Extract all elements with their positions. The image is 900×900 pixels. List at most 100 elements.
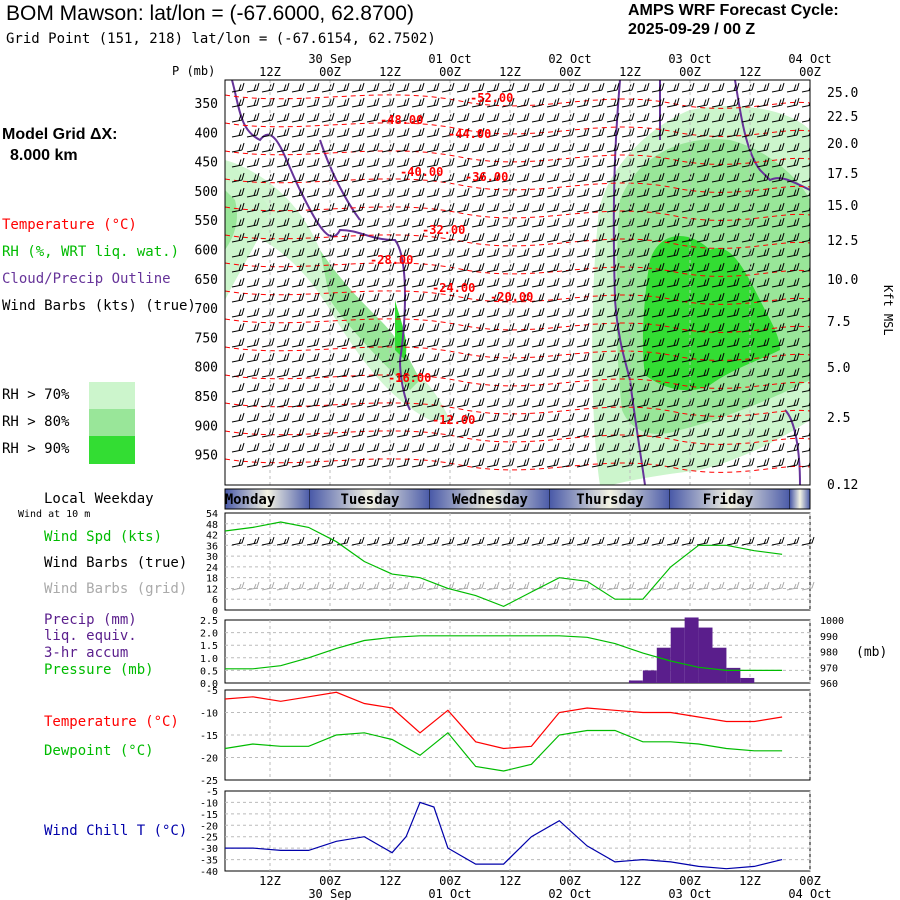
temperature-line <box>224 691 783 750</box>
wind-barb-true <box>366 536 380 546</box>
wind-speed-ytick: 18 <box>206 574 218 585</box>
wind-barb-true <box>456 536 470 546</box>
temperature-ytick: -10 <box>200 709 218 720</box>
windchill-ytick: -25 <box>200 833 218 844</box>
pressure-tick-label: 700 <box>195 302 218 317</box>
wind-barbs-true-label: Wind Barbs (true) <box>44 555 188 571</box>
wind-barb-grid <box>726 581 740 591</box>
wind-barb-grid <box>606 581 620 591</box>
wind-barb-true <box>786 536 800 546</box>
height-tick-label: 7.5 <box>827 315 850 330</box>
legend-wind: Wind Barbs (kts) (true) <box>2 298 196 314</box>
precip-ytick: 1.0 <box>200 654 218 665</box>
cloud-outline-west-upper <box>319 139 361 221</box>
legend-rh: RH (%, WRT liq. wat.) <box>2 244 180 260</box>
wind-barb-true <box>666 536 680 546</box>
isotherm-label: -36.00 <box>465 170 508 184</box>
wind-speed-ytick: 30 <box>206 552 218 563</box>
cross-section-frame <box>224 79 811 486</box>
wind-barb-true <box>531 536 545 546</box>
wind-speed-ytick: 6 <box>212 595 218 606</box>
temperature-ytick: -5 <box>206 686 218 697</box>
windchill-ytick: -20 <box>200 821 218 832</box>
wind-barb-grid <box>471 581 485 591</box>
isotherm-label: -28.00 <box>370 253 413 267</box>
wind-barb-grid <box>696 581 710 591</box>
top-date-label: 30 Sep <box>308 52 351 66</box>
precip-bar <box>684 617 699 683</box>
wind-barb-grid <box>741 581 755 591</box>
pressure-tick-label: 800 <box>195 361 218 376</box>
wind-barb-grid <box>276 581 290 591</box>
wind-barb-true <box>351 536 365 546</box>
windchill-ytick: -10 <box>200 798 218 809</box>
wind-barb-grid <box>576 581 590 591</box>
legend-rh80: RH > 80% <box>2 414 70 430</box>
wind-barb-grid <box>411 581 425 591</box>
precip-accum-label: 3-hr accum <box>44 645 129 661</box>
wind-barb-grid <box>336 581 350 591</box>
precip-ytick: 2.0 <box>200 629 218 640</box>
height-tick-label: 12.5 <box>827 234 858 249</box>
top-hour-tick: 12Z <box>259 65 281 79</box>
wind-barb-grid <box>501 581 515 591</box>
isotherm-label: -44.00 <box>448 127 491 141</box>
bottom-date-label: 01 Oct <box>428 887 471 900</box>
wind-barb-true <box>546 536 560 546</box>
top-hour-tick: 00Z <box>679 65 701 79</box>
pressure-ytick: 980 <box>820 648 838 659</box>
forecast-cycle-value: 2025-09-29 / 00 Z <box>628 21 756 38</box>
pressure-tick-label: 400 <box>195 126 218 141</box>
wind-barb-grid <box>381 581 395 591</box>
bottom-hour-tick: 00Z <box>679 874 701 888</box>
windchill-ytick: -15 <box>200 810 218 821</box>
top-date-label: 03 Oct <box>668 52 711 66</box>
wind-barb-grid <box>306 581 320 591</box>
isotherm <box>225 402 810 417</box>
wind-speed-ytick: 24 <box>206 563 218 574</box>
precip-bar <box>698 627 713 683</box>
wind-barb-true <box>486 536 500 546</box>
wind-barb-true <box>606 536 620 546</box>
precip-bar <box>656 647 671 683</box>
cross-section-panel <box>224 79 811 486</box>
top-hour-tick: 12Z <box>379 65 401 79</box>
wind-barb-true <box>276 536 290 546</box>
wind-barb-grid <box>711 581 725 591</box>
wind-barb-grid <box>351 581 365 591</box>
legend-rh70: RH > 70% <box>2 387 70 403</box>
wind-barb-grid <box>561 581 575 591</box>
rh90-region-east <box>642 236 780 391</box>
pressure-ytick: 1000 <box>820 616 844 627</box>
dewpoint-line <box>224 729 783 772</box>
precip-bar <box>712 647 727 683</box>
weekday-segment <box>225 489 310 509</box>
windchill-label: Wind Chill T (°C) <box>44 823 188 839</box>
pressure-tick-label: 500 <box>195 185 218 200</box>
wind-barb-true <box>801 536 815 546</box>
pressure-unit: (mb) <box>856 645 887 660</box>
top-hour-tick: 00Z <box>319 65 341 79</box>
wind-barb-grid <box>246 581 260 591</box>
pressure-line <box>225 635 783 672</box>
wind-barb-grid <box>366 581 380 591</box>
wind-barb-grid <box>801 581 815 591</box>
precip-ytick: 0.5 <box>200 666 218 677</box>
wind-barb-grid <box>321 581 335 591</box>
chart-title: BOM Mawson: lat/lon = (-67.6000, 62.8700… <box>6 2 414 25</box>
wind-barb-true <box>261 536 275 546</box>
model-grid-label: Model Grid ΔX: <box>2 126 118 143</box>
pressure-tick-label: 600 <box>195 244 218 259</box>
precip-label: Precip (mm) <box>44 612 137 628</box>
wind-barb-true <box>426 536 440 546</box>
top-hour-tick: 00Z <box>559 65 581 79</box>
height-tick-label: 25.0 <box>827 86 858 101</box>
wind-barb-true <box>411 536 425 546</box>
wind-barb-true <box>726 536 740 546</box>
temperature-label: Temperature (°C) <box>44 714 179 730</box>
rh70-region-west <box>225 160 450 420</box>
bottom-hour-tick: 12Z <box>619 874 641 888</box>
wind-barb-grid <box>771 581 785 591</box>
windchill-ytick: -35 <box>200 856 218 867</box>
